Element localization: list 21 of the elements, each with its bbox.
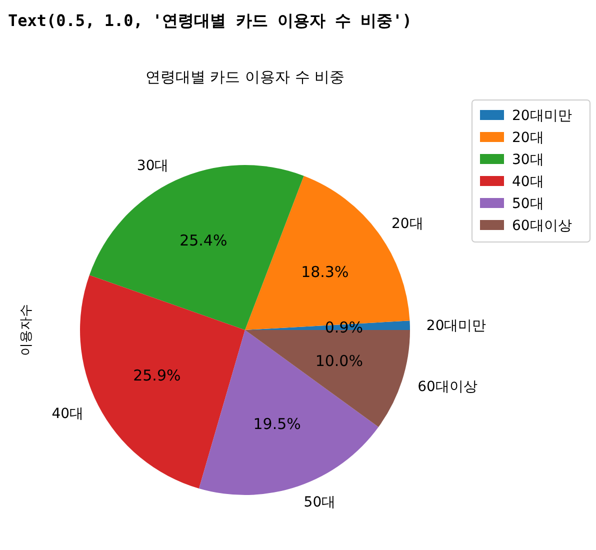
legend-label: 60대이상 [512,218,572,234]
chart-title: 연령대별 카드 이용자 수 비중 [145,68,345,86]
slice-label: 20대 [392,216,424,232]
legend-label: 40대 [512,174,544,190]
pie-slice [80,275,245,488]
text: 이용자수 [19,304,34,356]
slice-label: 30대 [136,158,169,174]
legend-label: 50대 [512,196,544,212]
slice-label: 50대 [304,494,336,511]
slice-label: 40대 [52,406,84,422]
slice-label: 60대이상 [418,378,478,395]
data-label: 19.5% [253,414,301,433]
data-label: 10.0% [315,352,363,370]
text: Text(0.5, 1.0, '연령대별 카드 이용자 수 비중') [8,11,412,30]
legend-label: 30대 [512,152,544,168]
legend-label: 20대미만 [512,108,572,124]
slice-label: 20대미만 [426,318,486,334]
data-label: 18.3% [301,262,349,281]
legend-label: 20대 [512,130,544,146]
data-label: 25.9% [133,366,181,384]
data-label: 25.4% [180,231,228,250]
